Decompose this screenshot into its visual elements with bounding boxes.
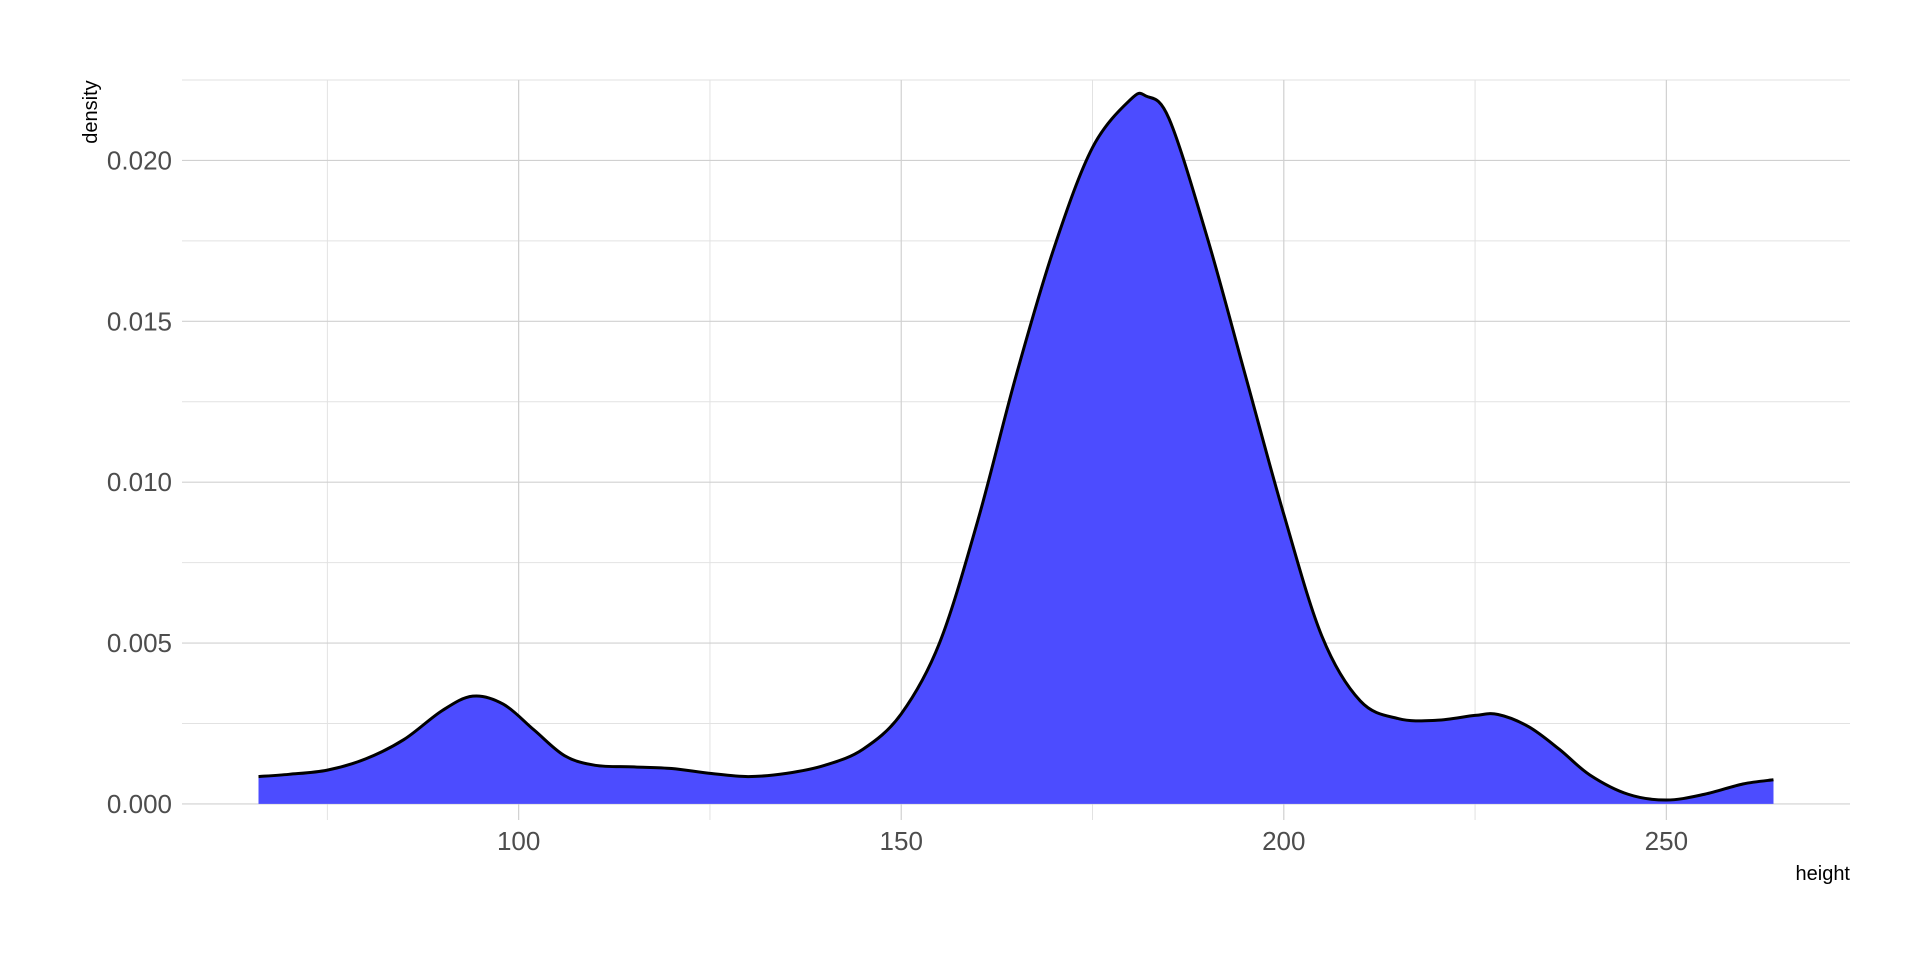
y-tick-label: 0.005 [107, 628, 172, 658]
y-axis-title: density [80, 80, 102, 143]
density-area [258, 93, 1774, 804]
x-axis-title: height [1796, 863, 1851, 885]
x-tick-label: 150 [880, 826, 923, 856]
x-tick-label: 100 [497, 826, 540, 856]
density-area-layer [258, 91, 1774, 804]
x-axis-ticks: 100 150 200 250 [497, 826, 1688, 856]
y-tick-label: 0.020 [107, 145, 172, 175]
x-tick-label: 200 [1262, 826, 1305, 856]
y-axis-ticks: 0.000 0.005 0.010 0.015 0.020 [107, 145, 172, 818]
density-curve [258, 91, 1774, 802]
x-tick-label: 250 [1645, 826, 1688, 856]
y-tick-label: 0.015 [107, 306, 172, 336]
y-tick-label: 0.010 [107, 467, 172, 497]
y-tick-label: 0.000 [107, 789, 172, 819]
